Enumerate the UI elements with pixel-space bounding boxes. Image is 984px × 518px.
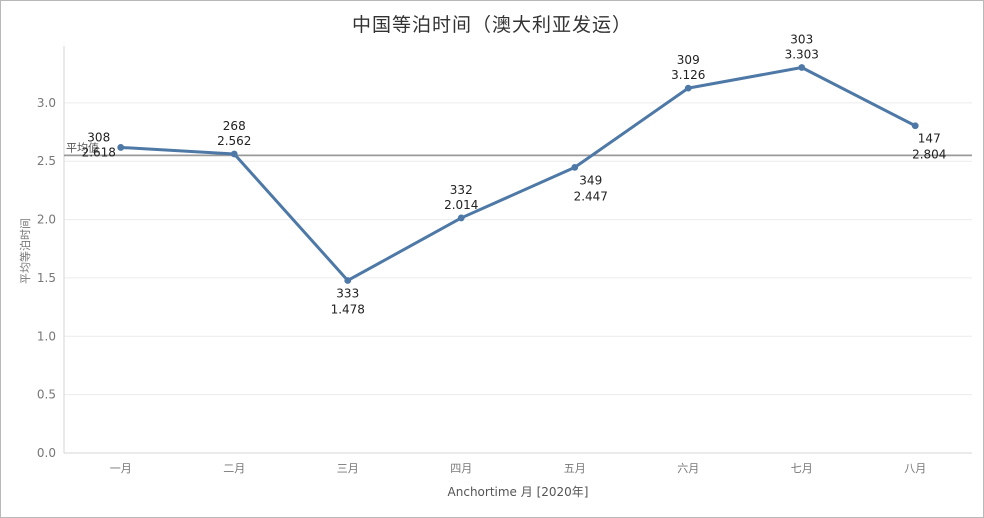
y-tick-label: 2.0	[37, 213, 56, 227]
data-label-count: 303	[790, 32, 813, 46]
data-label-value: 3.303	[785, 47, 819, 61]
y-axis-ticks: 0.0 0.5 1.0 1.5 2.0 2.5 3.0	[37, 96, 56, 460]
data-label-value: 2.804	[912, 148, 946, 162]
x-tick-label: 二月	[223, 462, 245, 475]
x-axis-title: Anchortime 月 [2020年]	[448, 485, 589, 499]
chart-title: 中国等泊时间（澳大利亚发运）	[351, 14, 632, 36]
x-tick-label: 四月	[450, 462, 472, 475]
data-point	[571, 163, 579, 171]
x-tick-label: 三月	[337, 462, 359, 475]
data-point	[230, 150, 238, 158]
data-label-count: 349	[579, 173, 602, 187]
data-label-count: 309	[677, 53, 700, 67]
y-tick-label: 1.5	[37, 271, 56, 285]
y-tick-label: 3.0	[37, 96, 56, 110]
x-tick-label: 八月	[904, 462, 926, 475]
data-label-value: 2.447	[574, 189, 608, 203]
data-point	[911, 122, 919, 130]
y-tick-label: 1.0	[37, 329, 56, 343]
data-label-value: 2.562	[217, 134, 251, 148]
y-tick-label: 2.5	[37, 154, 56, 168]
series-group	[117, 64, 919, 284]
data-point	[117, 144, 125, 151]
x-tick-label: 一月	[110, 462, 132, 475]
reference-line-label: 平均值	[66, 141, 99, 154]
x-axis-ticks: 一月 二月 三月 四月 五月 六月 七月 八月	[110, 462, 927, 475]
y-axis-title: 平均等泊时间	[18, 218, 32, 284]
reference-line-group: 平均值	[64, 141, 972, 157]
data-label-value: 3.126	[671, 68, 705, 82]
data-label-count: 333	[336, 286, 359, 300]
data-label-count: 147	[918, 132, 941, 146]
data-point	[684, 84, 692, 92]
data-label-value: 2.618	[82, 145, 116, 159]
gridlines	[63, 46, 972, 454]
data-label-count: 308	[87, 130, 110, 144]
x-tick-label: 七月	[791, 462, 813, 475]
data-label-value: 1.478	[331, 302, 365, 316]
data-label-value: 2.014	[444, 198, 478, 212]
y-tick-label: 0.0	[37, 446, 56, 460]
data-label-count: 332	[450, 183, 473, 197]
x-tick-label: 五月	[564, 462, 586, 475]
data-point	[344, 277, 352, 284]
data-label-count: 268	[223, 119, 246, 133]
data-point	[457, 214, 465, 222]
series-line	[120, 65, 916, 282]
data-point	[798, 64, 806, 71]
x-tick-label: 六月	[677, 462, 699, 475]
y-tick-label: 0.5	[37, 388, 56, 402]
